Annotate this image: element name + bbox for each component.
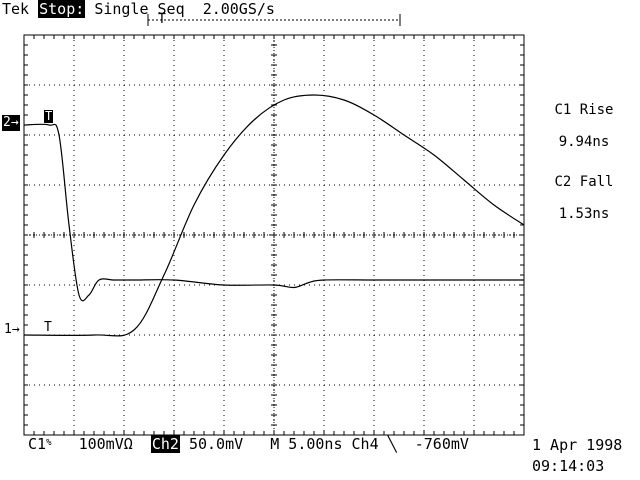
ch2-trigger-marker: T xyxy=(44,109,54,123)
trigger-level: -760mV xyxy=(414,435,469,453)
ch1-label: C1 xyxy=(28,435,47,453)
sample-rate: 2.00GS/s xyxy=(202,0,275,18)
trace-c1 xyxy=(23,94,525,337)
record-trigger-marker: T xyxy=(158,12,166,27)
ch1-coupling-suffix: % xyxy=(46,438,52,448)
ch2-label: Ch2 xyxy=(150,435,180,453)
date-display: 1 Apr 1998 xyxy=(532,436,623,454)
measurement-label: C1 Rise xyxy=(554,102,614,118)
record-length-bar xyxy=(147,14,401,26)
trigger-source: Ch4 xyxy=(351,435,379,453)
ch1-scale: 100mVΩ xyxy=(78,435,133,453)
header-status: Tek Stop: Single Seq 2.00GS/s xyxy=(2,0,275,18)
measurement-c2-fall: C2 Fall 1.53ns xyxy=(534,158,634,238)
falling-edge-icon: ╲ xyxy=(387,435,397,453)
measurement-label: C2 Fall xyxy=(554,174,614,190)
status-bar: C1% 100mVΩ Ch2 50.0mV M 5.00ns Ch4 ╲ -76… xyxy=(28,435,469,453)
measurement-c1-rise: C1 Rise 9.94ns xyxy=(534,86,634,166)
measurement-value: 1.53ns xyxy=(558,206,610,222)
ch2-ground-marker: 2→ xyxy=(2,115,20,131)
measurement-value: 9.94ns xyxy=(558,134,610,150)
brand-label: Tek xyxy=(2,0,30,18)
acquisition-state: Stop: xyxy=(38,0,86,18)
ch2-scale: 50.0mV xyxy=(188,435,244,453)
graticule-grid xyxy=(23,34,525,436)
time-display: 09:14:03 xyxy=(532,457,605,475)
timebase: M 5.00ns xyxy=(270,435,343,453)
trace-c2 xyxy=(23,123,524,302)
ch1-trigger-marker: T xyxy=(44,320,52,335)
waveform-traces xyxy=(23,94,525,337)
ch1-ground-marker: 1→ xyxy=(4,322,20,337)
acquisition-mode: Single Seq xyxy=(94,0,185,18)
